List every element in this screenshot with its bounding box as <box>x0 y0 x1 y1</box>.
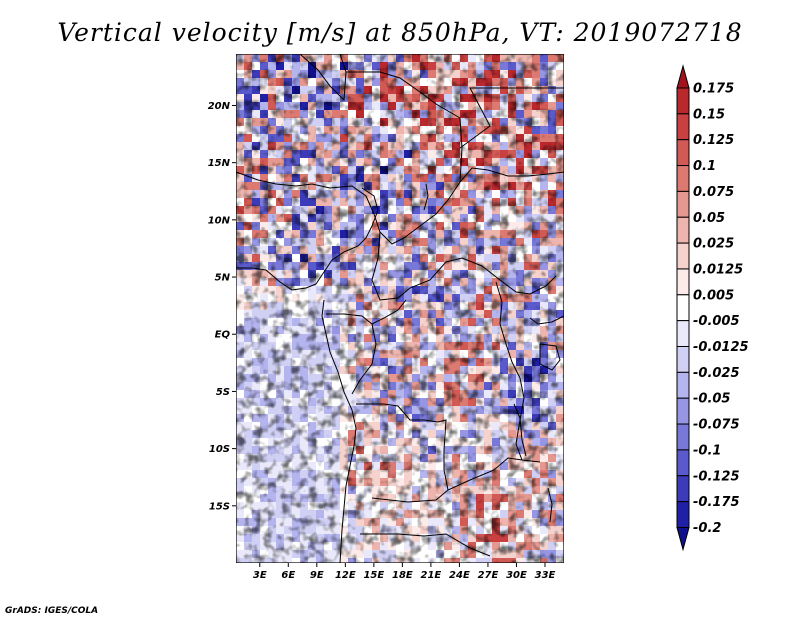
border-north-west <box>299 54 347 102</box>
colorbar-segment <box>676 139 690 167</box>
colorbar-segment <box>676 165 690 192</box>
y-tick-label: EQ <box>215 330 231 341</box>
map-plot-area <box>236 54 564 563</box>
colorbar-label: 0.075 <box>693 185 734 200</box>
x-tick-label: 15E <box>363 570 384 581</box>
x-tick-label: 12E <box>335 570 356 581</box>
colorbar-label: -0.175 <box>693 495 740 510</box>
border-angola-zambia <box>371 457 541 503</box>
x-tick-label: 27E <box>478 570 499 581</box>
x-axis: 3E 6E 9E 12E 15E 18E 21E 24E 27E 30E 33E <box>253 563 556 581</box>
border-sudan-chad <box>423 183 429 211</box>
field-texture <box>236 54 564 563</box>
x-tick-label: 3E <box>253 570 267 581</box>
colorbar-label: -0.075 <box>693 418 740 433</box>
colorbar-segment <box>676 449 690 477</box>
colorbar-label: -0.125 <box>693 469 740 484</box>
y-axis: 20N 15N 10N 5N EQ 5S 10S 15S <box>208 101 236 512</box>
colorbar-segment <box>676 475 690 503</box>
x-tick-label: 21E <box>421 570 442 581</box>
y-tick-label: 20N <box>208 101 231 112</box>
colorbar-segment <box>676 242 690 270</box>
x-tick-label: 9E <box>310 570 324 581</box>
border-congo-drc <box>351 323 377 395</box>
colorbar-top-arrow <box>676 64 690 89</box>
colorbar-segment <box>676 397 690 425</box>
border-uganda-kenya <box>529 315 564 325</box>
y-tick-label: 15N <box>208 158 231 169</box>
y-tick-label: 15S <box>209 501 230 512</box>
lake-tanganyika <box>513 403 527 457</box>
colorbar-segment <box>676 87 690 115</box>
colorbar-label: -0.025 <box>693 366 740 381</box>
colorbar: 0.175 0.15 0.125 0.1 0.075 0.05 0.025 0.0125 0.0… <box>676 64 749 552</box>
colorbar-segment <box>676 320 690 347</box>
lake-malawi <box>547 487 553 523</box>
colorbar-segment <box>676 216 690 244</box>
colorbar-segment <box>676 371 690 399</box>
colorbar-label: -0.0125 <box>693 340 749 355</box>
colorbar-label: -0.005 <box>693 314 740 329</box>
colorbar-label: 0.025 <box>693 237 734 252</box>
y-tick-label: 5N <box>215 273 231 284</box>
x-tick-label: 24E <box>449 570 470 581</box>
colorbar-label: -0.1 <box>693 443 721 458</box>
colorbar-label: 0.175 <box>693 82 734 97</box>
country-borders <box>236 54 564 563</box>
border-drc-east <box>495 281 525 461</box>
border-namibia <box>360 533 491 557</box>
x-tick-label: 30E <box>506 570 527 581</box>
colorbar-label: 0.125 <box>693 133 734 148</box>
chart-title: Vertical velocity [m/s] at 850hPa, VT: 2… <box>57 18 742 47</box>
colorbar-label: 0.0125 <box>693 262 743 277</box>
colorbar-segment <box>676 346 690 373</box>
y-tick-label: 5S <box>216 387 230 398</box>
coastline-west-central <box>321 299 357 563</box>
border-chad-libya <box>346 71 463 183</box>
colorbar-label: -0.05 <box>693 392 730 407</box>
x-tick-label: 6E <box>281 570 295 581</box>
colorbar-segment <box>676 113 690 141</box>
colorbar-segment <box>676 423 690 451</box>
colorbar-bottom-arrow <box>676 526 690 552</box>
colorbar-segment <box>676 268 690 296</box>
colorbar-label: 0.1 <box>693 159 716 174</box>
colorbar-label: 0.005 <box>693 288 734 303</box>
colorbar-label: -0.2 <box>693 521 721 536</box>
y-tick-label: 10N <box>208 215 231 226</box>
colorbar-label: 0.15 <box>693 107 725 122</box>
colorbar-label: 0.05 <box>693 211 725 226</box>
x-tick-label: 33E <box>535 570 556 581</box>
colorbar-segment <box>676 190 690 218</box>
y-tick-label: 10S <box>209 444 230 455</box>
colorbar-segment <box>676 501 690 528</box>
colorbar-segment <box>676 294 690 322</box>
border-angola-drc <box>356 403 449 491</box>
credit-label: GrADS: IGES/COLA <box>5 606 98 616</box>
x-tick-label: 18E <box>392 570 413 581</box>
border-egypt-sudan <box>459 87 564 149</box>
border-sahel-band <box>236 167 564 245</box>
lake-victoria <box>539 343 561 371</box>
border-car-south <box>371 231 557 301</box>
